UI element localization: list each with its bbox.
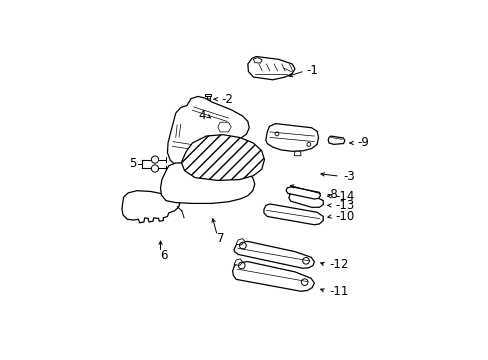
Polygon shape [265, 123, 318, 151]
Polygon shape [122, 191, 180, 223]
Polygon shape [264, 204, 323, 225]
Text: -1: -1 [305, 64, 317, 77]
Polygon shape [288, 192, 323, 207]
Text: 5: 5 [129, 157, 137, 170]
Polygon shape [294, 151, 301, 156]
Polygon shape [232, 262, 314, 291]
Polygon shape [167, 96, 249, 167]
Text: -10: -10 [334, 210, 354, 223]
Polygon shape [233, 242, 314, 268]
Text: 7: 7 [217, 232, 224, 245]
Text: -8: -8 [326, 188, 338, 201]
Polygon shape [160, 163, 254, 203]
Polygon shape [206, 95, 209, 104]
Polygon shape [327, 136, 344, 144]
Polygon shape [285, 187, 320, 199]
Polygon shape [253, 58, 262, 63]
Text: -2: -2 [221, 93, 233, 106]
Text: -11: -11 [329, 285, 348, 298]
Text: 6: 6 [160, 249, 168, 262]
Text: -13: -13 [334, 199, 354, 212]
Polygon shape [205, 94, 210, 96]
Polygon shape [247, 57, 294, 80]
Text: -14: -14 [334, 190, 354, 203]
Text: -3: -3 [343, 170, 354, 183]
Text: -12: -12 [329, 258, 348, 271]
Text: -9: -9 [357, 136, 368, 149]
Polygon shape [218, 122, 231, 132]
Polygon shape [236, 239, 244, 245]
Polygon shape [181, 135, 264, 180]
Text: 4: 4 [198, 109, 206, 122]
Polygon shape [233, 259, 243, 266]
